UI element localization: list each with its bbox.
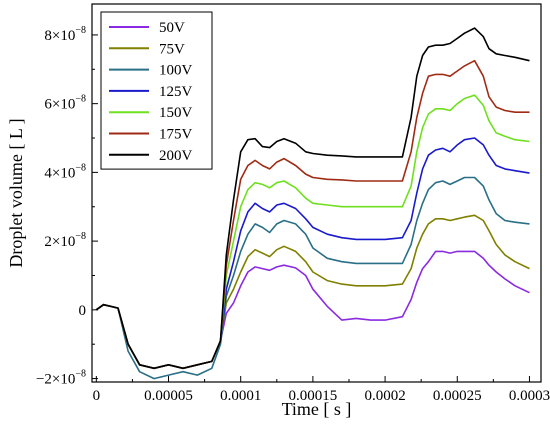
y-tick-label: 6×10−8 xyxy=(44,94,86,113)
legend-label: 75V xyxy=(159,41,185,57)
plot-frame xyxy=(91,3,542,383)
legend-label: 100V xyxy=(159,63,193,79)
x-tick-label: 0.0002 xyxy=(364,388,405,404)
y-axis-label: Droplet volume [ L ] xyxy=(6,118,26,267)
y-tick-label: 8×10−8 xyxy=(44,25,86,44)
x-tick-label: 0 xyxy=(93,388,101,404)
x-tick-label: 0.0001 xyxy=(220,388,261,404)
series-lines xyxy=(95,27,530,380)
x-axis: 0 0.00005 0.0001 0.00015 0.0002 0.00025 0.0003 xyxy=(93,376,550,404)
series-line-200V xyxy=(95,27,530,370)
legend-label: 125V xyxy=(159,84,193,100)
series-line-75V xyxy=(95,214,530,370)
x-tick-label: 0.00025 xyxy=(433,388,482,404)
series-line-50V xyxy=(95,250,530,370)
plot-border xyxy=(91,3,542,383)
y-tick-label: 4×10−8 xyxy=(44,162,86,181)
y-tick-label: −2×10−8 xyxy=(36,369,86,388)
legend-label: 175V xyxy=(159,127,193,143)
legend-label: 150V xyxy=(159,105,193,121)
y-tick-label: 0 xyxy=(79,303,87,319)
x-tick-label: 0.00015 xyxy=(289,388,338,404)
y-tick-label: 2×10−8 xyxy=(44,231,86,250)
legend: 50V 75V 100V 125V 150V 175V 200V xyxy=(100,11,213,170)
x-tick-label: 0.0003 xyxy=(509,388,550,404)
y-axis: −2×10−8 0 2×10−8 4×10−8 6×10−8 8×10−8 xyxy=(36,25,98,388)
legend-label: 200V xyxy=(159,148,193,164)
series-line-125V xyxy=(95,137,530,370)
legend-label: 50V xyxy=(159,20,185,36)
x-tick-label: 0.00005 xyxy=(144,388,193,404)
series-line-100V xyxy=(95,176,530,380)
x-axis-label: Time [ s ] xyxy=(282,399,352,419)
